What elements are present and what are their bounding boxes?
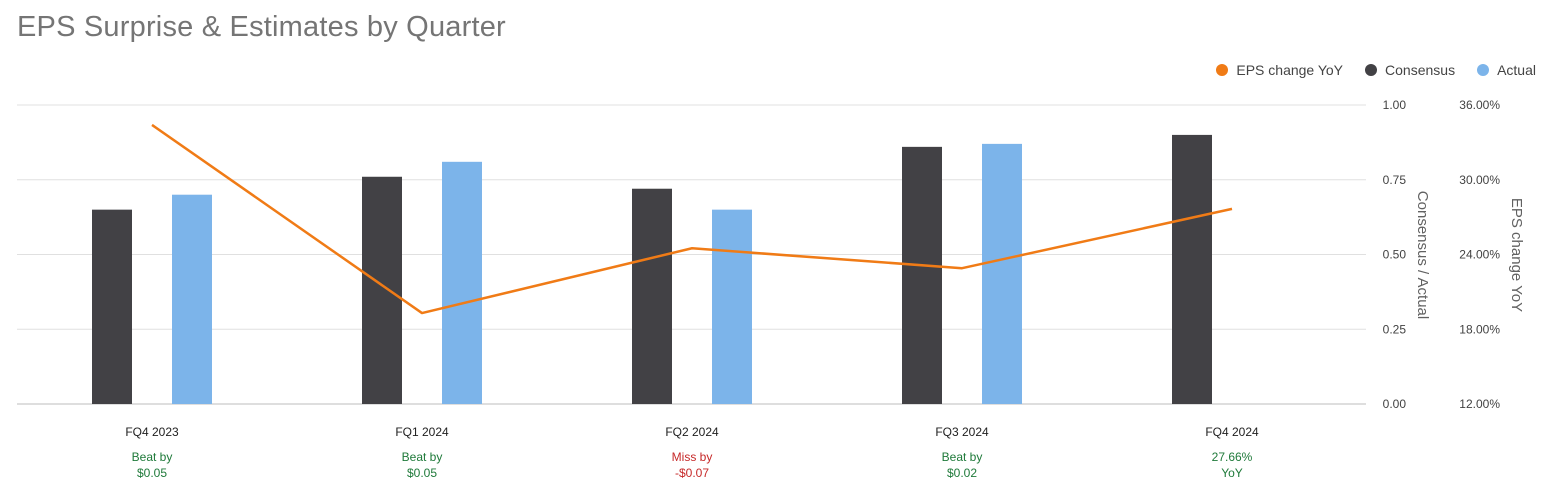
left-axis-tick-label: 0.00 (1383, 397, 1407, 411)
surprise-value: -$0.07 (675, 466, 709, 480)
surprise-label: 27.66% (1212, 450, 1253, 464)
surprise-value: $0.02 (947, 466, 977, 480)
legend-marker (1365, 64, 1378, 76)
right-axis-tick-label: 18.00% (1459, 322, 1500, 336)
bar-actual (442, 161, 482, 404)
x-axis-tick-label: FQ4 2024 (1205, 425, 1259, 439)
right-axis-title: EPS change YoY (1508, 198, 1525, 312)
bar-consensus (1172, 134, 1212, 404)
chart-legend: EPS change YoY Consensus Actual (1216, 62, 1536, 78)
left-axis-tick-label: 1.00 (1383, 98, 1407, 112)
legend-marker (1216, 64, 1229, 76)
surprise-label: Beat by (132, 450, 173, 464)
left-axis-tick-label: 0.25 (1383, 322, 1407, 336)
x-axis-tick-label: FQ2 2024 (665, 425, 719, 439)
eps-change-line (151, 123, 1233, 315)
bar-actual (982, 143, 1022, 404)
surprise-value: YoY (1221, 466, 1243, 480)
legend-label: Actual (1497, 62, 1536, 78)
bar-consensus (92, 209, 132, 404)
right-axis-tick-label: 30.00% (1459, 173, 1500, 187)
surprise-label: Miss by (672, 450, 713, 464)
chart-title: EPS Surprise & Estimates by Quarter (17, 11, 506, 43)
right-axis-tick-label: 24.00% (1459, 248, 1500, 262)
legend-item-consensus[interactable]: Consensus (1365, 62, 1455, 78)
bar-consensus (902, 146, 942, 405)
bar-actual (712, 209, 752, 404)
legend-item-actual[interactable]: Actual (1477, 62, 1536, 78)
legend-marker (1477, 64, 1490, 76)
legend-label: Consensus (1385, 62, 1456, 78)
x-axis-tick-label: FQ4 2023 (125, 425, 179, 439)
left-axis-tick-label: 0.50 (1383, 248, 1407, 262)
right-axis-tick-label: 36.00% (1459, 98, 1500, 112)
left-axis-tick-label: 0.75 (1383, 173, 1407, 187)
left-axis-title: Consensus / Actual (1414, 191, 1431, 319)
legend-item-eps-change[interactable]: EPS change YoY (1216, 62, 1343, 78)
bar-consensus (362, 176, 402, 404)
x-axis-tick-label: FQ3 2024 (935, 425, 989, 439)
surprise-label: Beat by (942, 450, 983, 464)
right-axis-tick-label: 12.00% (1459, 397, 1500, 411)
surprise-value: $0.05 (137, 466, 167, 480)
x-axis-tick-label: FQ1 2024 (395, 425, 449, 439)
surprise-label: Beat by (402, 450, 443, 464)
legend-label: EPS change YoY (1236, 62, 1344, 78)
bar-actual (172, 194, 212, 404)
surprise-value: $0.05 (407, 466, 437, 480)
bar-consensus (632, 188, 672, 404)
